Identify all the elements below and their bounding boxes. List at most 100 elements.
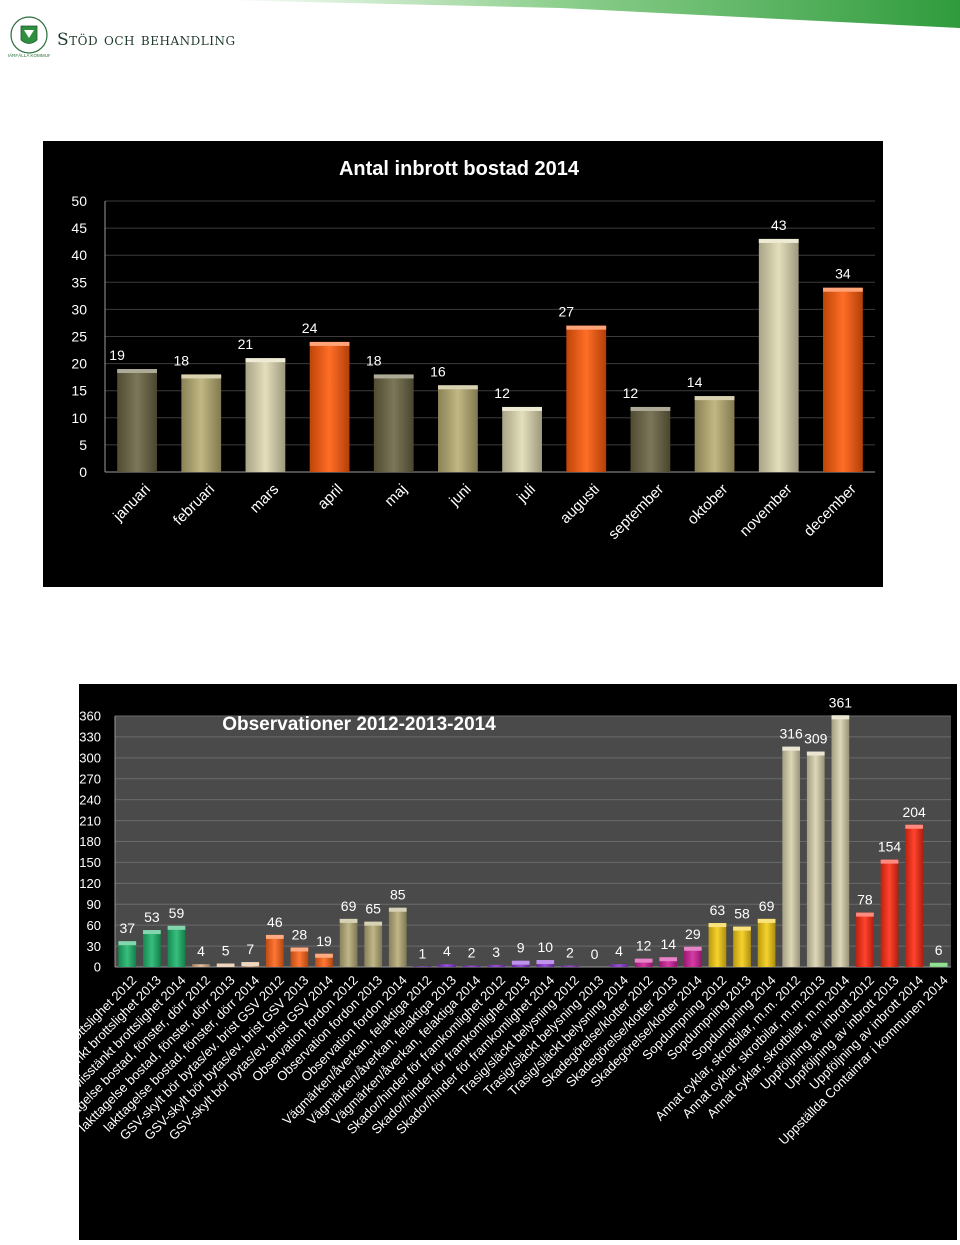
- bar: [733, 926, 751, 967]
- bar-cap: [806, 751, 825, 756]
- y-tick-label: 360: [79, 709, 101, 724]
- data-label: 19: [109, 347, 125, 363]
- bar: [905, 824, 923, 967]
- bar-cap: [536, 960, 555, 965]
- data-label: 10: [538, 939, 554, 955]
- y-tick-label: 40: [71, 247, 87, 263]
- bar: [856, 912, 874, 967]
- bar: [880, 859, 899, 967]
- brand-name: Stöd och behandling: [57, 30, 236, 50]
- data-label: 18: [366, 352, 382, 368]
- bar: [143, 930, 161, 967]
- data-label: 14: [687, 374, 703, 390]
- bar-cap: [216, 963, 235, 967]
- y-tick-label: 150: [79, 855, 101, 870]
- y-tick-label: 270: [79, 771, 101, 786]
- data-label: 63: [710, 902, 726, 918]
- bar-cap: [659, 957, 678, 962]
- bar-cap: [245, 358, 286, 363]
- bar: [290, 947, 309, 967]
- y-tick-label: 50: [71, 193, 87, 209]
- bar-cap: [683, 946, 702, 951]
- bar-cap: [117, 369, 157, 374]
- data-label: 18: [173, 352, 189, 368]
- x-category-label: maj: [381, 481, 410, 510]
- data-label: 4: [615, 943, 623, 959]
- y-tick-label: 35: [71, 274, 87, 290]
- data-label: 12: [494, 385, 510, 401]
- data-label: 21: [238, 336, 254, 352]
- data-label: 46: [267, 914, 283, 930]
- y-tick-label: 15: [71, 383, 87, 399]
- bar: [823, 287, 863, 472]
- data-label: 85: [390, 887, 406, 903]
- bar: [181, 374, 222, 472]
- bar: [192, 964, 210, 967]
- bar: [265, 934, 284, 967]
- bar-cap: [823, 287, 863, 292]
- bar-cap: [905, 824, 923, 829]
- bar-cap: [167, 925, 186, 930]
- data-label: 34: [835, 266, 851, 282]
- bar-cap: [880, 859, 899, 864]
- bar: [118, 941, 137, 967]
- data-label: 43: [771, 217, 787, 233]
- y-tick-label: 0: [79, 464, 87, 480]
- chart-panel-inbrott: 0 5 10 15 20 25 30 35 40 45 50 19 januari 18 februari 2…: [43, 141, 883, 587]
- data-label: 12: [623, 385, 639, 401]
- bar-cap: [708, 923, 727, 928]
- data-label: 37: [120, 920, 136, 936]
- data-label: 316: [779, 726, 803, 742]
- data-label: 27: [558, 304, 574, 320]
- bar-cap: [502, 406, 542, 411]
- x-category-label: november: [736, 481, 795, 540]
- x-category-label: mars: [247, 481, 283, 517]
- bar-cap: [315, 953, 333, 958]
- bar-cap: [118, 941, 137, 946]
- bar: [782, 746, 801, 967]
- x-category-label: februari: [170, 481, 218, 529]
- y-tick-label: 0: [94, 960, 101, 975]
- bar-cap: [831, 715, 850, 720]
- bar: [117, 369, 157, 472]
- bar-cap: [241, 962, 260, 967]
- data-label: 2: [566, 945, 574, 961]
- bar-cap: [364, 921, 383, 926]
- bar: [438, 385, 478, 472]
- data-label: 5: [222, 943, 230, 959]
- bar-cap: [511, 960, 530, 965]
- y-tick-label: 10: [71, 410, 87, 426]
- bar-cap: [782, 746, 801, 751]
- chart-title: Antal inbrott bostad 2014: [339, 158, 580, 180]
- x-category-label: juli: [513, 481, 539, 507]
- y-tick-label: 300: [79, 751, 101, 766]
- data-label: 0: [591, 946, 599, 962]
- data-label: 69: [759, 898, 775, 914]
- data-label: 204: [902, 804, 926, 820]
- bar-cap: [339, 918, 358, 923]
- y-tick-label: 30: [71, 301, 87, 317]
- bar-cap: [143, 930, 161, 935]
- jarfalla-logo: JÄRFÄLLA KOMMUN: [8, 16, 50, 58]
- bar: [502, 406, 542, 472]
- bar: [758, 238, 799, 472]
- bar-cap: [856, 912, 874, 917]
- y-tick-label: 90: [87, 897, 101, 912]
- x-category-label: april: [314, 481, 346, 513]
- logo-text: JÄRFÄLLA KOMMUN: [8, 52, 50, 58]
- header-stripe: [220, 0, 960, 28]
- bar: [683, 946, 702, 967]
- y-tick-label: 330: [79, 730, 101, 745]
- bar: [806, 751, 825, 967]
- data-label: 2: [468, 945, 476, 961]
- bar: [373, 374, 414, 472]
- bar: [167, 925, 186, 967]
- bar: [364, 921, 383, 967]
- bar: [630, 406, 671, 472]
- chart-inbrott-bostad: 0 5 10 15 20 25 30 35 40 45 50 19 januari 18 februari 2…: [71, 158, 875, 543]
- data-label: 78: [857, 892, 873, 908]
- data-label: 16: [430, 363, 446, 379]
- bar-cap: [929, 962, 948, 967]
- bar: [634, 958, 653, 967]
- bar: [659, 957, 678, 967]
